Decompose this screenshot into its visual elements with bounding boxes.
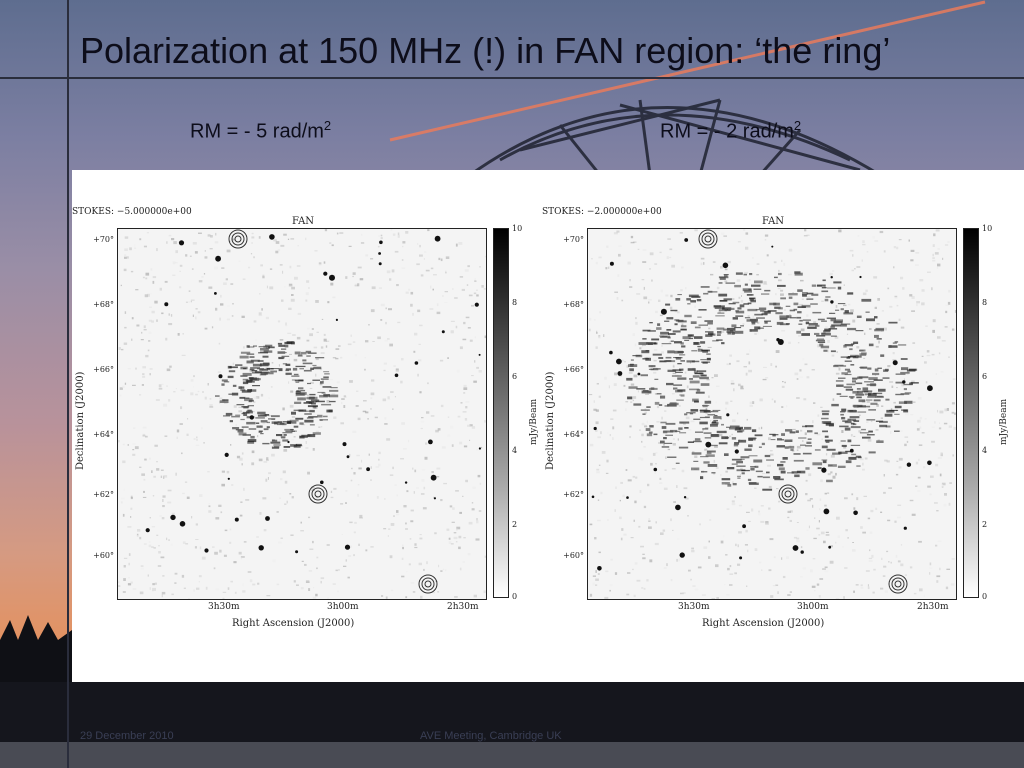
colorbar-tick: 6 [982,372,988,381]
dec-tick: +64° [93,430,114,439]
ra-tick: 3h30m [208,602,240,612]
footer-date: 29 December 2010 [80,730,174,742]
y-axis-label: Declination (J2000) [75,371,86,470]
colorbar-tick: 4 [982,446,988,455]
dec-tick: +62° [93,490,114,499]
ra-tick: 3h00m [327,602,359,612]
dec-tick: +70° [563,235,584,244]
dec-tick: +62° [563,490,584,499]
dec-tick: +60° [93,551,114,560]
colorbar-unit: mJy/Beam [999,398,1009,445]
field-name: FAN [762,216,785,227]
field-name: FAN [292,216,315,227]
colorbar-tick: 0 [512,592,518,601]
colorbar-tick: 8 [512,298,518,307]
sky-map-image [117,228,487,600]
dec-tick: +70° [93,235,114,244]
ra-tick: 2h30m [447,602,479,612]
frame-line-vertical [67,0,69,768]
dec-tick: +60° [563,551,584,560]
dec-tick: +68° [93,300,114,309]
ra-tick: 3h30m [678,602,710,612]
colorbar-tick: 2 [982,520,988,529]
sky-map-image [587,228,957,600]
colorbar-tick: 6 [512,372,518,381]
dec-tick: +66° [93,365,114,374]
x-axis-label: Right Ascension (J2000) [702,618,825,629]
colorbar-tick: 10 [512,224,523,233]
x-axis-label: Right Ascension (J2000) [232,618,355,629]
rm-label-left: RM = - 5 rad/m2 [190,118,332,143]
colorbar-tick: 2 [512,520,518,529]
colorbar-tick: 8 [982,298,988,307]
ra-tick: 2h30m [917,602,949,612]
polarization-map-left: STOKES: −5.000000e+00 FAN Declination (J… [72,170,542,682]
dec-tick: +66° [563,365,584,374]
y-axis-label: Declination (J2000) [545,371,556,470]
ra-tick: 3h00m [797,602,829,612]
polarization-map-right: STOKES: −2.000000e+00 FAN Declination (J… [542,170,1012,682]
stokes-label: STOKES: −5.000000e+00 [72,207,192,217]
colorbar [493,228,509,598]
figure-panel: STOKES: −5.000000e+00 FAN Declination (J… [72,170,1024,682]
slide-title: Polarization at 150 MHz (!) in FAN regio… [80,30,891,71]
colorbar [963,228,979,598]
colorbar-tick: 10 [982,224,993,233]
dec-tick: +68° [563,300,584,309]
dec-tick: +64° [563,430,584,439]
colorbar-tick: 4 [512,446,518,455]
colorbar-tick: 0 [982,592,988,601]
footer-event: AVE Meeting, Cambridge UK [420,730,562,742]
stokes-label: STOKES: −2.000000e+00 [542,207,662,217]
frame-line-horizontal [0,77,1024,79]
rm-label-right: RM = - 2 rad/m2 [660,118,802,143]
colorbar-unit: mJy/Beam [529,398,539,445]
